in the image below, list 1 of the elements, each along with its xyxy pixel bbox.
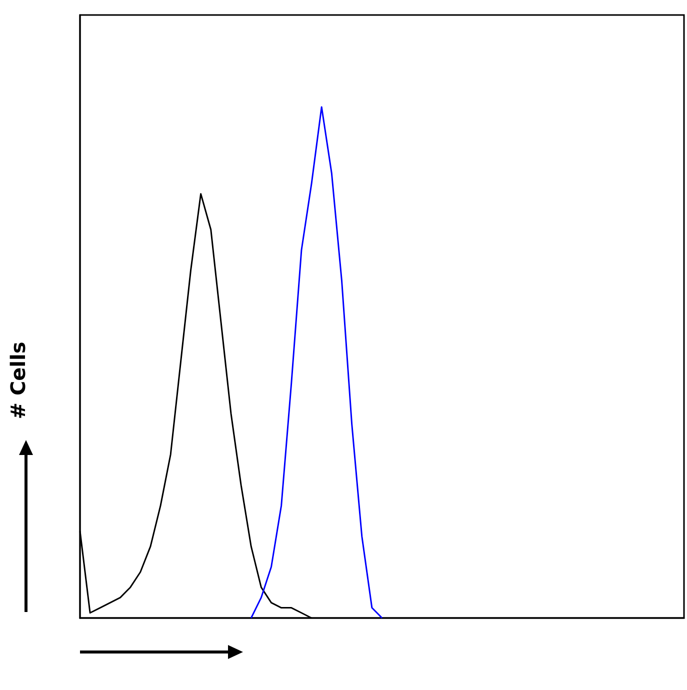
y-axis-title: # Cells [6,342,30,420]
